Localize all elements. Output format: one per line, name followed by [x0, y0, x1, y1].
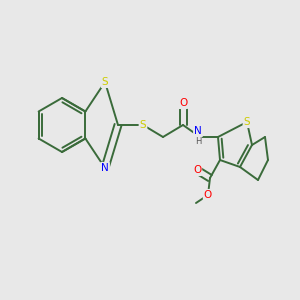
- Text: N: N: [194, 126, 202, 136]
- Text: S: S: [140, 120, 146, 130]
- Text: O: O: [193, 165, 201, 175]
- Text: O: O: [204, 190, 212, 200]
- Text: S: S: [102, 77, 108, 87]
- Text: S: S: [244, 117, 250, 127]
- Text: H: H: [195, 137, 201, 146]
- Text: N: N: [101, 163, 109, 173]
- Text: O: O: [179, 98, 187, 108]
